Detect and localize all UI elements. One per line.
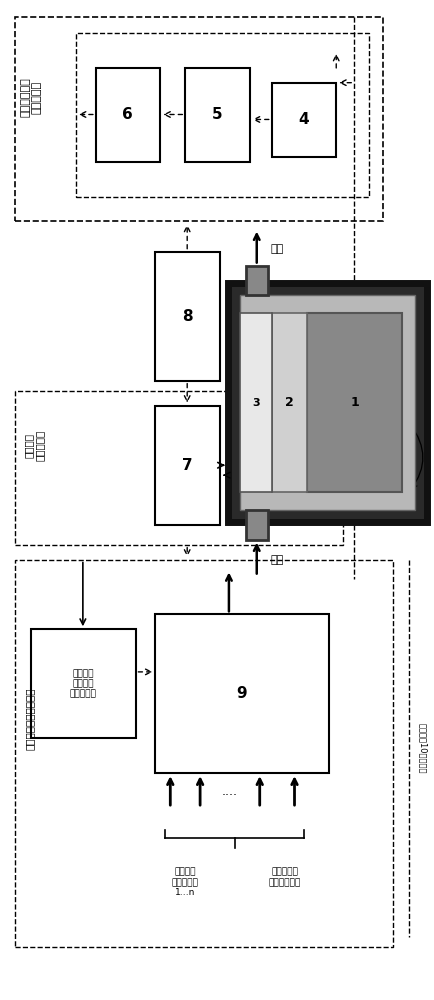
Text: 用于背景测
量的纯水入口: 用于背景测 量的纯水入口 <box>269 868 301 887</box>
Bar <box>155 406 220 525</box>
Text: 6: 6 <box>122 107 133 122</box>
Text: 液压控制
（用于多
入口设置）: 液压控制 （用于多 入口设置） <box>69 669 96 699</box>
Text: 8: 8 <box>182 309 193 324</box>
Text: 进项：入口多路复用器: 进项：入口多路复用器 <box>24 687 34 750</box>
Bar <box>15 560 393 947</box>
Text: 5: 5 <box>212 107 222 122</box>
Text: 7: 7 <box>182 458 193 473</box>
Bar <box>15 391 343 545</box>
Text: 入口: 入口 <box>271 555 284 565</box>
Text: 钉屏蔽＞10毫米厕度: 钉屏蔽＞10毫米厕度 <box>419 723 427 774</box>
Text: 集成底座（伽
马能谱仪）: 集成底座（伽 马能谱仪） <box>20 78 42 117</box>
Text: 出口: 出口 <box>271 244 284 254</box>
Bar <box>240 295 415 510</box>
Text: 2: 2 <box>285 396 294 409</box>
Bar <box>96 68 161 162</box>
Bar <box>246 266 268 295</box>
Bar <box>155 614 329 773</box>
Bar <box>185 68 250 162</box>
Text: ....: .... <box>222 785 238 798</box>
Bar <box>228 283 427 522</box>
Bar <box>76 33 369 197</box>
Bar <box>272 83 336 157</box>
Bar <box>307 313 402 492</box>
Text: 9: 9 <box>237 686 247 701</box>
Text: 1: 1 <box>350 396 359 409</box>
Text: 4: 4 <box>298 112 309 127</box>
Bar <box>155 252 220 381</box>
Bar <box>15 17 383 221</box>
Text: 3: 3 <box>252 398 260 408</box>
Bar <box>246 510 268 540</box>
Bar <box>31 629 135 738</box>
Text: 全尺度米
谱数据分析: 全尺度米 谱数据分析 <box>23 430 45 461</box>
Bar <box>240 313 272 492</box>
Text: 来自加工
单元的入口
1…n: 来自加工 单元的入口 1…n <box>172 868 199 897</box>
Bar <box>272 313 307 492</box>
